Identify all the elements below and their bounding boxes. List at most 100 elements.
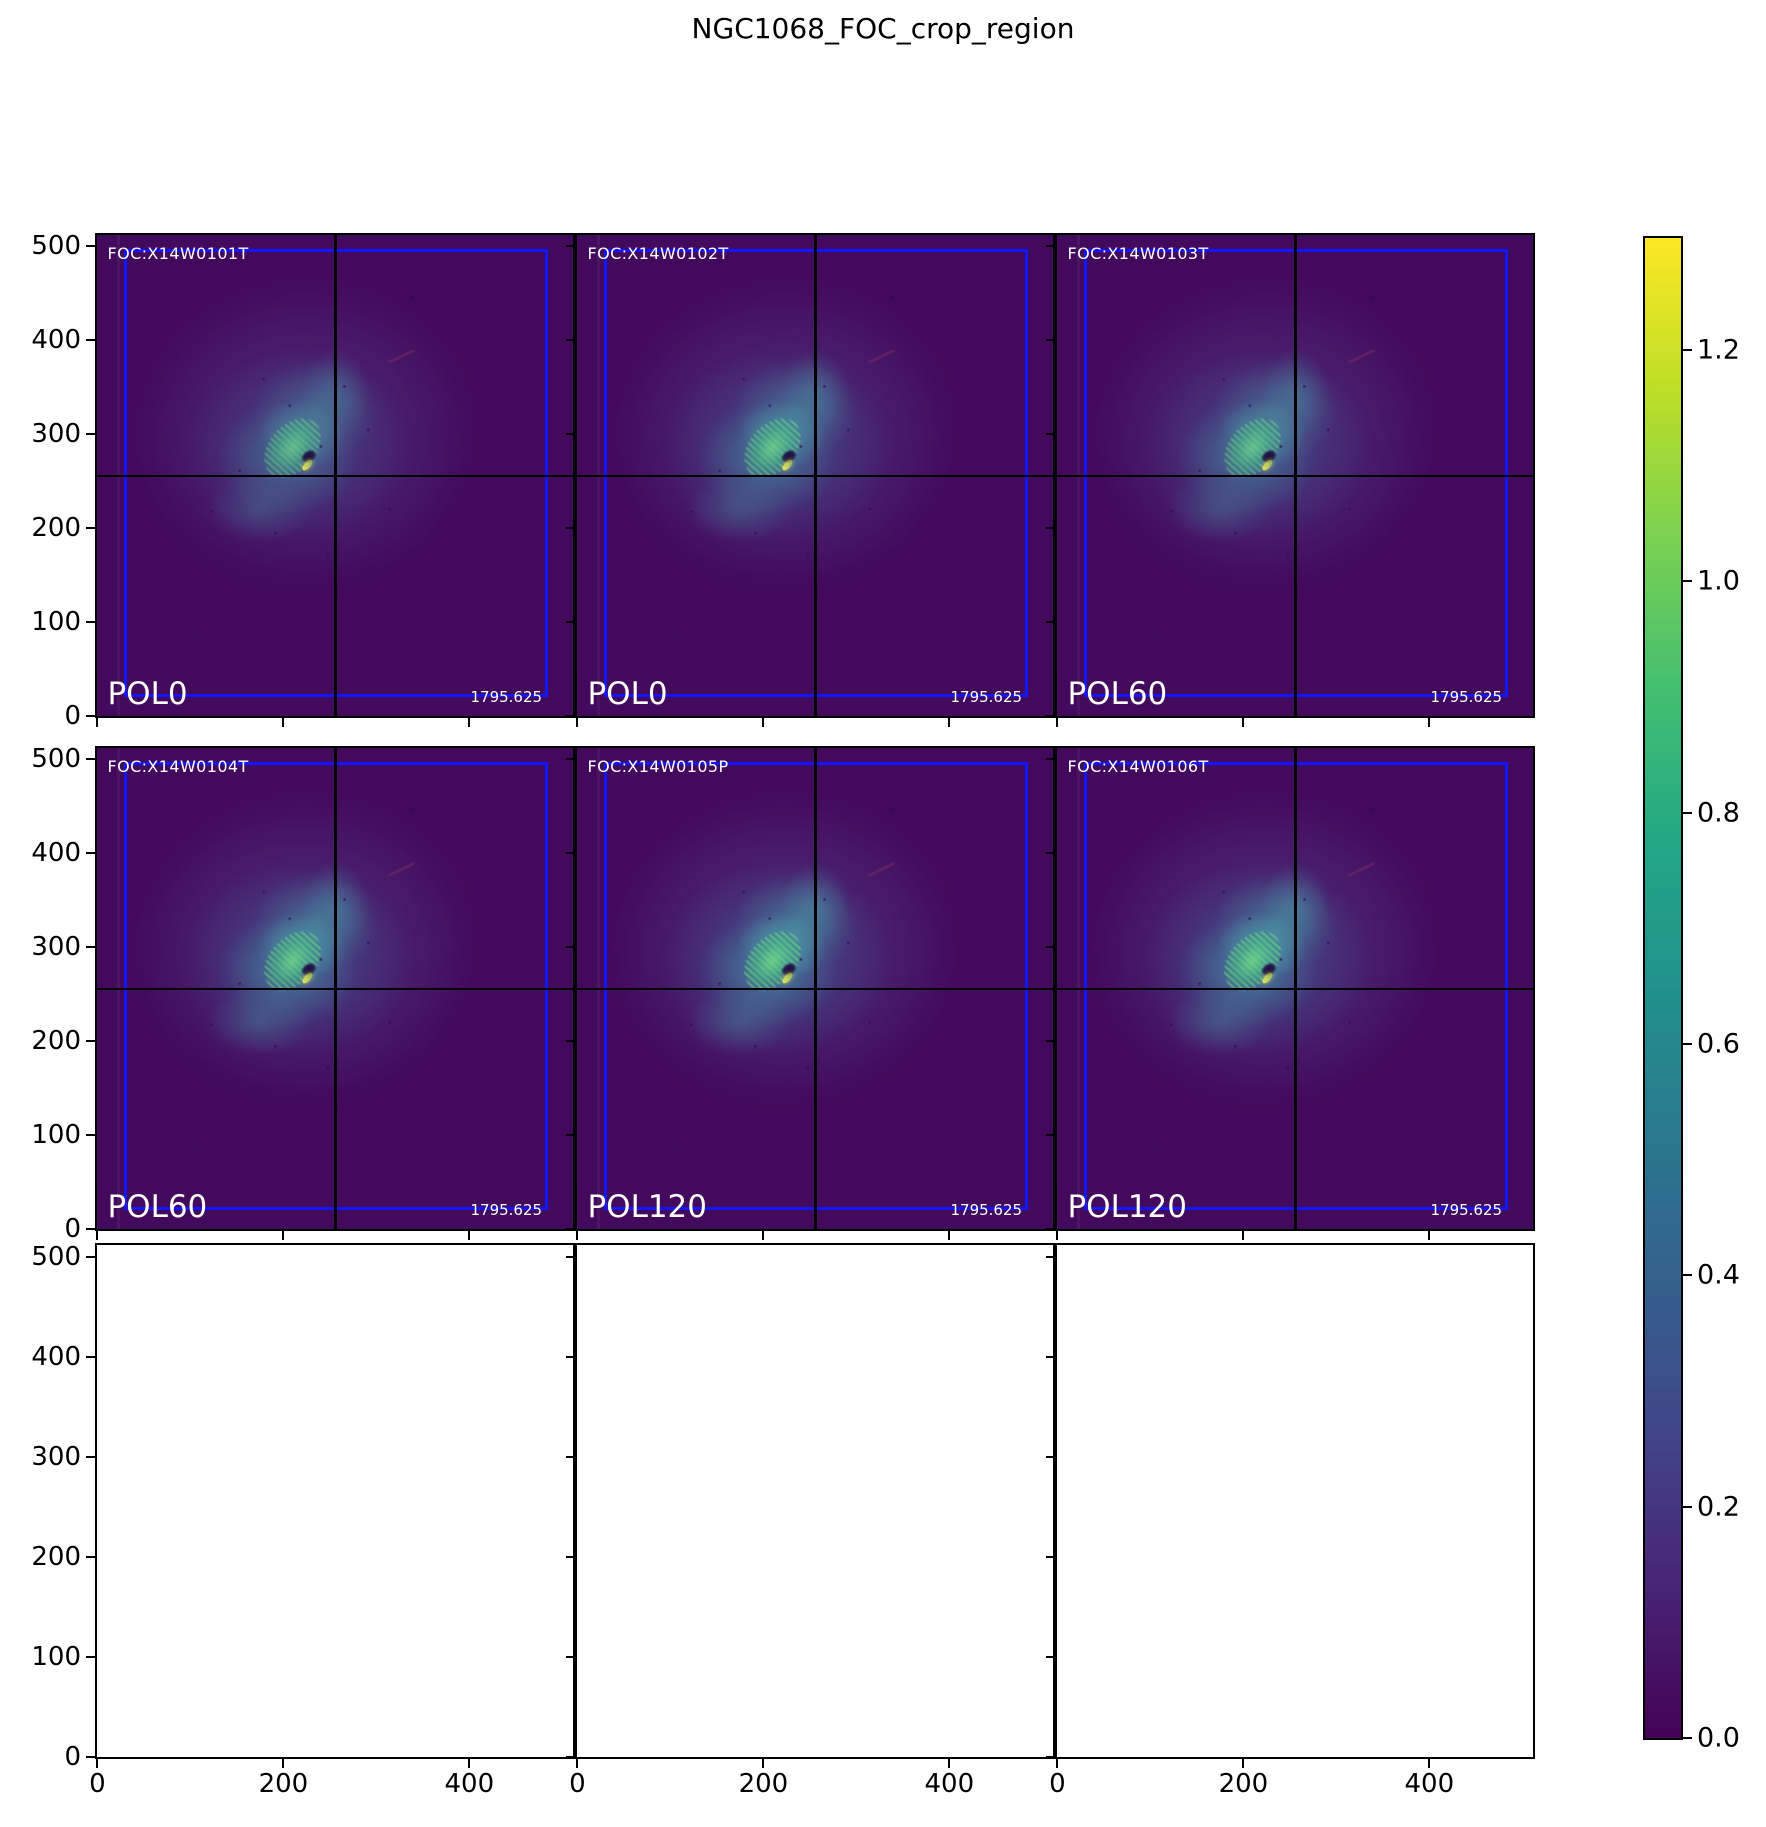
exposure-label: 1795.625 [1430,1201,1503,1220]
y-tick-mark [566,1227,575,1230]
y-tick-mark [1046,244,1055,247]
y-tick-mark [1046,1455,1055,1458]
y-tick-label: 400 [31,1341,81,1372]
colorbar-tick-label: 0.4 [1697,1259,1740,1291]
colorbar: 0.0 0.2 0.4 0.6 0.8 1.0 1.2 [1643,236,1740,1754]
x-tick-label: 400 [1404,1769,1455,1799]
x-tick-mark [468,718,471,727]
y-tick-mark [1046,338,1055,341]
y-tick-label: 500 [31,1241,81,1272]
y-tick-mark [566,757,575,760]
y-tick-mark [1046,851,1055,854]
y-tick-mark [566,1755,575,1758]
polarizer-label: POL120 [1067,1189,1188,1226]
x-tick-mark [468,1759,471,1768]
foc-dataset-label: FOC:X14W0103T [1067,243,1209,263]
subplot-r1c3-pol60: FOC:X14W0103T POL60 1795.625 [1046,233,1535,727]
x-tick-mark [1056,1759,1059,1768]
y-tick-mark [1046,757,1055,760]
empty-subplot-r3c1: 0 100 200 300 400 500 0 200 400 [31,1242,575,1799]
foc-dataset-label: FOC:X14W0101T [107,243,249,263]
subplot-r1c2-pol0: FOC:X14W0102T POL0 1795.625 [566,233,1055,727]
y-tick-mark [86,1039,95,1042]
y-tick-mark [1046,1755,1055,1758]
colorbar-tick-mark [1683,1737,1692,1739]
y-tick-label: 0 [64,1741,81,1772]
y-tick-mark [86,945,95,948]
y-tick-mark [1046,1655,1055,1658]
y-tick-mark [1046,432,1055,435]
y-tick-mark [566,526,575,529]
x-tick-label: 0 [1049,1769,1066,1799]
polarizer-label: POL120 [587,1189,708,1226]
y-tick-mark [1046,1227,1055,1230]
x-tick-mark [1428,1759,1431,1768]
x-tick-mark [282,1759,285,1768]
colorbar-tick-mark [1683,1505,1692,1508]
exposure-label: 1795.625 [950,1201,1023,1220]
y-tick-mark [566,945,575,948]
foc-dataset-label: FOC:X14W0102T [587,243,729,263]
subplot-r2c3-pol120: FOC:X14W0106T POL120 1795.625 [1046,746,1535,1240]
x-tick-label: 200 [1218,1769,1269,1799]
x-tick-mark [762,1231,765,1240]
y-tick-mark [566,851,575,854]
x-tick-label: 0 [569,1769,586,1799]
empty-subplot-r3c3: 0 200 400 [1046,1243,1535,1799]
y-tick-mark [1046,714,1055,717]
x-tick-mark [96,1231,99,1240]
y-tick-mark [566,714,575,717]
y-tick-mark [86,1133,95,1136]
x-tick-mark [96,1759,99,1768]
y-tick-label: 0 [64,1213,81,1244]
colorbar-tick-mark [1683,580,1692,583]
y-tick-mark [86,432,95,435]
colorbar-tick-mark [1683,1043,1692,1046]
foc-dataset-label: FOC:X14W0104T [107,756,249,776]
x-tick-mark [468,1231,471,1240]
y-tick-mark [566,1133,575,1136]
figure-title: NGC1068_FOC_crop_region [691,12,1075,45]
x-tick-mark [948,1231,951,1240]
image-canvas: FOC:X14W0106T POL120 1795.625 [1057,748,1533,1229]
x-tick-mark [1056,1231,1059,1240]
y-tick-mark [566,432,575,435]
x-tick-mark [1242,718,1245,727]
y-tick-label: 400 [31,324,81,355]
y-tick-label: 300 [31,1441,81,1472]
subplot-r2c1-pol60: FOC:X14W0104T POL60 1795.625 0 100 200 300 4… [31,744,575,1244]
exposure-label: 1795.625 [1430,688,1503,707]
y-tick-mark [1046,1555,1055,1558]
y-tick-mark [86,244,95,247]
y-tick-mark [566,1039,575,1042]
y-tick-mark [566,244,575,247]
y-tick-mark [566,1355,575,1358]
crosshair-horizontal [1057,987,1533,990]
y-tick-mark [1046,526,1055,529]
colorbar-tick-label: 1.2 [1697,334,1740,366]
exposure-label: 1795.625 [470,1201,543,1220]
x-tick-label: 200 [738,1769,789,1799]
colorbar-tick-mark [1683,811,1692,814]
empty-subplot-r3c2: 0 200 400 [566,1243,1055,1799]
polarizer-label: POL60 [1067,676,1168,713]
x-tick-mark [96,718,99,727]
y-tick-mark [1046,1255,1055,1258]
y-tick-mark [1046,1355,1055,1358]
x-tick-mark [282,718,285,727]
y-tick-label: 100 [31,1119,81,1150]
x-tick-mark [282,1231,285,1240]
colorbar-gradient [1645,238,1681,1738]
y-tick-label: 500 [31,230,81,261]
y-tick-mark [566,338,575,341]
colorbar-tick-label: 1.0 [1697,565,1740,597]
colorbar-tick-label: 0.6 [1697,1028,1740,1060]
y-tick-label: 200 [31,1541,81,1572]
crosshair-horizontal [1057,474,1533,477]
crosshair-horizontal [577,987,1053,990]
y-tick-mark [86,338,95,341]
x-tick-mark [1242,1759,1245,1768]
colorbar-tick-label: 0.8 [1697,797,1740,829]
y-tick-label: 300 [31,418,81,449]
